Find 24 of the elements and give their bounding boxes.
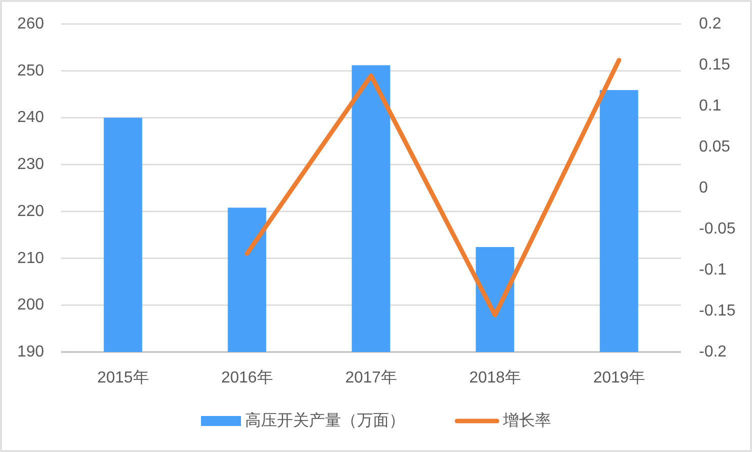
x-tick-label: 2017年 (345, 370, 397, 386)
y-tick-label: 240 (17, 109, 44, 126)
x-tick-label: 2018年 (469, 370, 521, 386)
y-tick-label: 190 (17, 344, 44, 360)
y2-tick-label: -0.1 (699, 262, 727, 278)
y-tick-label: 220 (17, 202, 44, 220)
y-tick-label: 230 (17, 156, 44, 174)
x-tick-label: 2019年 (593, 370, 645, 386)
x-tick-label: 2015年 (97, 370, 149, 386)
y-tick-label: 200 (17, 296, 44, 314)
y2-tick-label: 0 (699, 180, 708, 196)
legend-label: 高压开关产量（万面） (245, 412, 405, 430)
y2-tick-label: 0.15 (699, 56, 730, 74)
y-tick-label: 260 (17, 16, 44, 32)
y2-tick-label: -0.2 (699, 344, 727, 360)
y2-tick-label: 0.2 (699, 16, 722, 32)
y2-tick-label: -0.15 (699, 302, 736, 320)
legend-label: 增长率 (502, 412, 551, 430)
x-tick-label: 2016年 (221, 370, 273, 386)
y-tick-label: 210 (17, 250, 44, 267)
y-tick-label: 250 (17, 62, 44, 80)
y2-tick-label: -0.05 (699, 220, 736, 238)
y2-tick-label: 0.05 (699, 138, 730, 156)
y2-tick-label: 0.1 (699, 98, 722, 114)
